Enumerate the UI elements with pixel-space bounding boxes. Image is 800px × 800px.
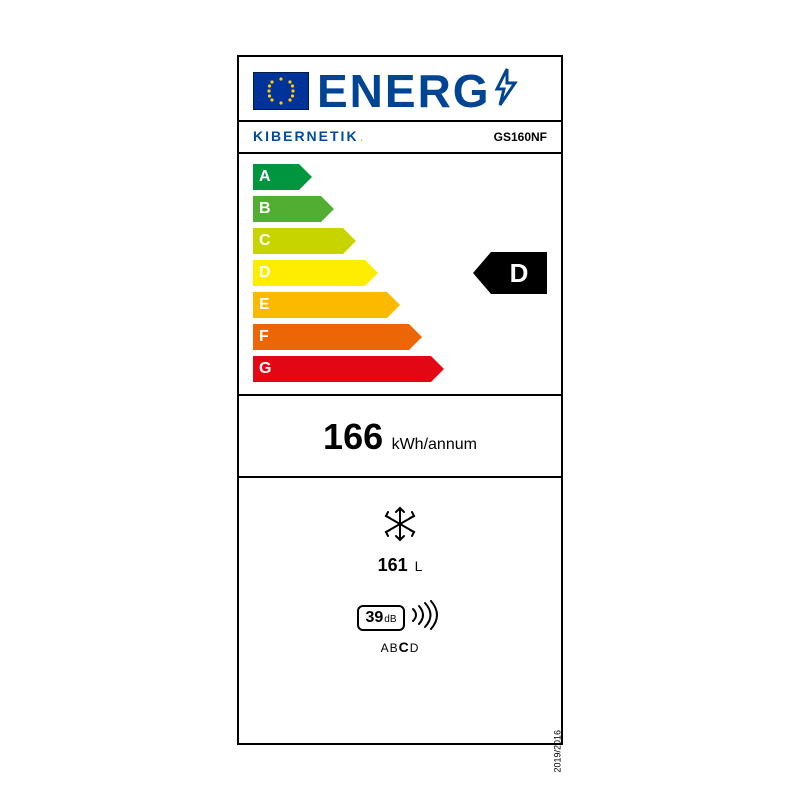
scale-bar-body: E [253, 292, 387, 318]
scale-bar-c: C [253, 228, 356, 254]
regulation-number: 2019/2016 [553, 730, 563, 773]
noise-class-a: A [381, 641, 390, 655]
rating-pointer-head [473, 252, 491, 294]
noise-class-d: D [410, 641, 420, 655]
brand-row: KIBERNETIK. GS160NF [239, 122, 561, 154]
scale-bar-body: D [253, 260, 365, 286]
eu-flag-icon [253, 72, 309, 110]
lightning-bolt-icon [493, 67, 519, 114]
scale-bar-head [431, 356, 444, 382]
noise-class-selected: C [399, 639, 410, 655]
consumption-value: 166 [323, 416, 383, 457]
energy-title: ENERG [317, 67, 519, 114]
capacity-unit: L [415, 558, 423, 574]
scale-bar-head [299, 164, 312, 190]
annual-consumption: 166 kWh/annum [239, 396, 561, 478]
scale-bar-d: D [253, 260, 378, 286]
scale-bar-body: G [253, 356, 431, 382]
energy-label: ENERG KIBERNETIK. GS160NF ABCDEFGD 166 k… [237, 55, 563, 745]
model-number: GS160NF [494, 130, 547, 144]
energy-title-text: ENERG [317, 68, 491, 114]
scale-bar-head [321, 196, 334, 222]
noise-value-box: 39dB [357, 605, 404, 631]
efficiency-scale: ABCDEFGD [239, 154, 561, 396]
scale-bar-body: B [253, 196, 321, 222]
brand-name: KIBERNETIK. [253, 128, 363, 146]
consumption-unit: kWh/annum [392, 436, 477, 453]
scale-bar-b: B [253, 196, 334, 222]
scale-bar-head [409, 324, 422, 350]
sound-waves-icon [409, 600, 443, 635]
noise-row: 39dB [357, 600, 442, 635]
noise-class-b: B [390, 641, 399, 655]
capacity-value: 161 [378, 555, 408, 575]
header: ENERG [239, 57, 561, 122]
noise-class-scale: ABCD [239, 639, 561, 655]
brand-name-text: KIBERNETIK [253, 128, 359, 144]
scale-bar-head [365, 260, 378, 286]
scale-bar-body: C [253, 228, 343, 254]
scale-bar-body: F [253, 324, 409, 350]
scale-bar-f: F [253, 324, 422, 350]
rating-pointer-letter: D [491, 252, 547, 294]
scale-bar-e: E [253, 292, 400, 318]
snowflake-icon [239, 504, 561, 549]
noise-value: 39 [365, 609, 383, 626]
freezer-capacity: 161 L [239, 555, 561, 576]
scale-bar-a: A [253, 164, 312, 190]
scale-bar-g: G [253, 356, 444, 382]
scale-bar-head [387, 292, 400, 318]
scale-bar-head [343, 228, 356, 254]
brand-dot: . [360, 128, 364, 144]
scale-bar-body: A [253, 164, 299, 190]
noise-unit: dB [384, 614, 396, 625]
specs-section: 161 L 39dB ABCD 2019/2016 [239, 478, 561, 744]
rating-pointer: D [473, 252, 547, 294]
